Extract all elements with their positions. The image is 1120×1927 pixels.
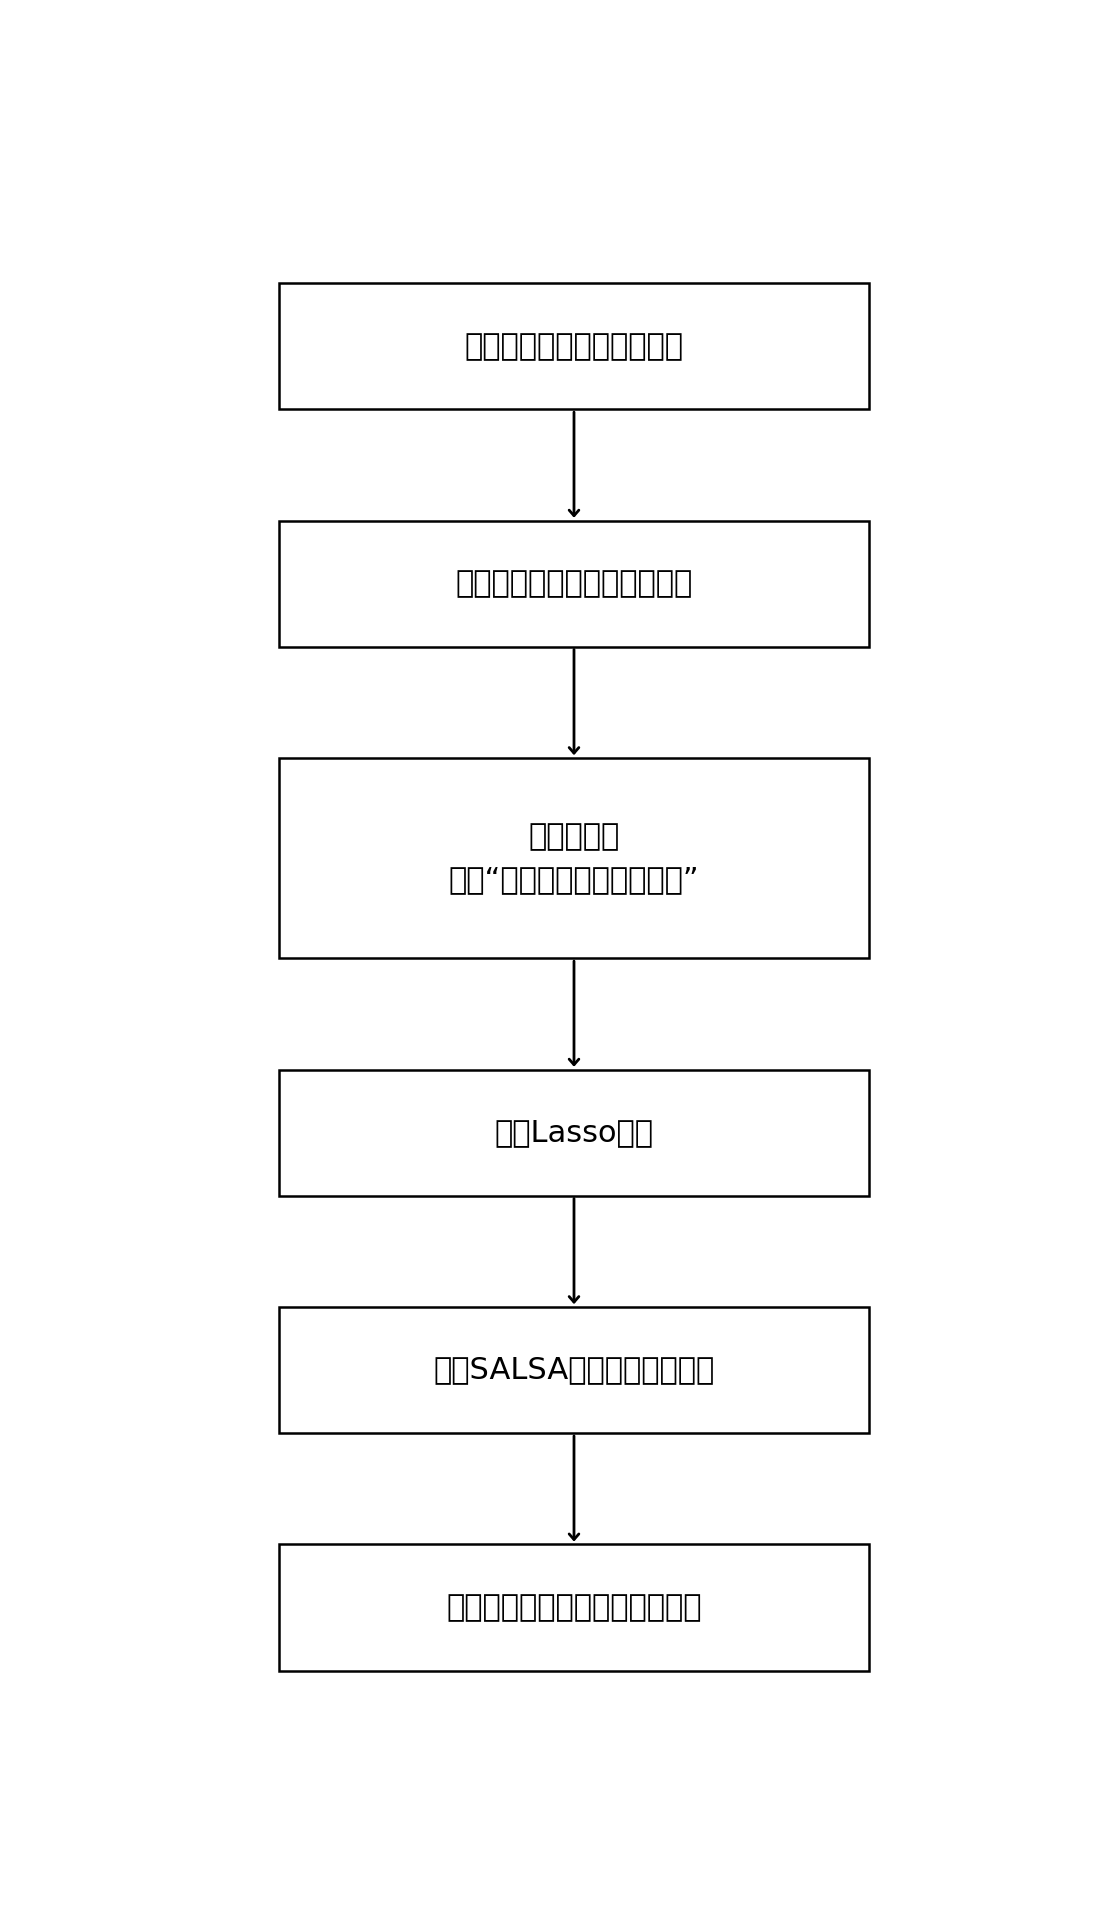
Bar [279,283,869,409]
Text: 估计任意场点声压（声场再现）: 估计任意场点声压（声场再现） [446,1594,702,1623]
Bar [279,520,869,647]
Bar [279,1069,869,1195]
Bar [279,1544,869,1671]
Text: 构造Lasso问题: 构造Lasso问题 [495,1118,653,1147]
Bar [279,757,869,958]
Text: 利用SALSA求解平面波复幅值: 利用SALSA求解平面波复幅值 [433,1355,715,1384]
Text: 随机分布传声器采样期望声场: 随机分布传声器采样期望声场 [456,568,692,597]
Text: 离散平面波
构造“平面波空间域变换矩阵”: 离散平面波 构造“平面波空间域变换矩阵” [449,823,699,894]
Text: 建立封闭空间的直角坐标系: 建立封闭空间的直角坐标系 [465,331,683,360]
Bar [279,1307,869,1434]
